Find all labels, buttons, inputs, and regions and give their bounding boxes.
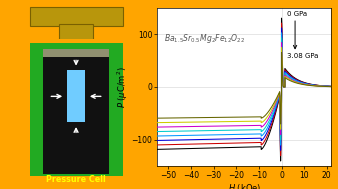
X-axis label: $H$ (kOe): $H$ (kOe) <box>227 182 261 189</box>
Bar <box>58 24 94 46</box>
Bar <box>29 43 123 176</box>
Bar <box>43 49 110 57</box>
Text: 3.08 GPa: 3.08 GPa <box>287 53 318 59</box>
Bar <box>29 7 123 26</box>
Bar <box>43 52 110 174</box>
Y-axis label: $P$ ($\mu$C/m$^2$): $P$ ($\mu$C/m$^2$) <box>116 66 130 108</box>
Bar <box>25 39 127 178</box>
Text: Pressure Cell: Pressure Cell <box>46 175 106 184</box>
Text: 0 GPa: 0 GPa <box>287 11 307 17</box>
Bar <box>67 70 86 122</box>
Text: Ba$_{1.5}$Sr$_{0.5}$Mg$_2$Fe$_{12}$O$_{22}$: Ba$_{1.5}$Sr$_{0.5}$Mg$_2$Fe$_{12}$O$_{2… <box>164 32 245 45</box>
